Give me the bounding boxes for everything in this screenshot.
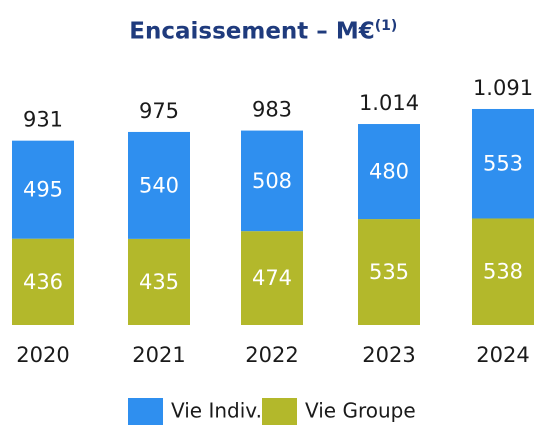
bar-segment: [128, 131, 190, 239]
bar-segment: [358, 124, 420, 220]
total-label: 983: [252, 97, 292, 121]
segment-label: 508: [252, 169, 292, 193]
total-label: 1.014: [359, 91, 419, 115]
bar-segment: [472, 218, 534, 325]
segment-label: 538: [483, 260, 523, 284]
legend-label: Vie Groupe: [305, 399, 416, 423]
x-tick-label: 2024: [476, 343, 529, 367]
legend-label: Vie Indiv.: [171, 399, 262, 423]
legend-swatch: [262, 398, 297, 425]
segment-label: 553: [483, 152, 523, 176]
x-tick-label: 2021: [132, 343, 185, 367]
bar-segment: [472, 108, 534, 219]
bar-segment: [12, 140, 74, 239]
segment-label: 435: [139, 270, 179, 294]
x-tick-label: 2023: [362, 343, 415, 367]
segment-label: 480: [369, 160, 409, 184]
title-note: (1): [375, 18, 398, 34]
bar-segment: [12, 238, 74, 325]
segment-label: 474: [252, 266, 292, 290]
bar-segment: [128, 238, 190, 325]
total-label: 1.091: [473, 76, 533, 100]
x-tick-label: 2022: [245, 343, 298, 367]
bar-segment: [241, 130, 303, 232]
chart-title: Encaissement – M€: [129, 19, 374, 45]
bar-segment: [358, 219, 420, 325]
bar-segment: [241, 231, 303, 325]
total-label: 931: [23, 108, 63, 132]
segment-label: 540: [139, 173, 179, 197]
segment-label: 436: [23, 270, 63, 294]
segment-label: 535: [369, 260, 409, 284]
x-tick-label: 2020: [16, 343, 69, 367]
total-label: 975: [139, 99, 179, 123]
segment-label: 495: [23, 178, 63, 202]
legend-swatch: [128, 398, 163, 425]
